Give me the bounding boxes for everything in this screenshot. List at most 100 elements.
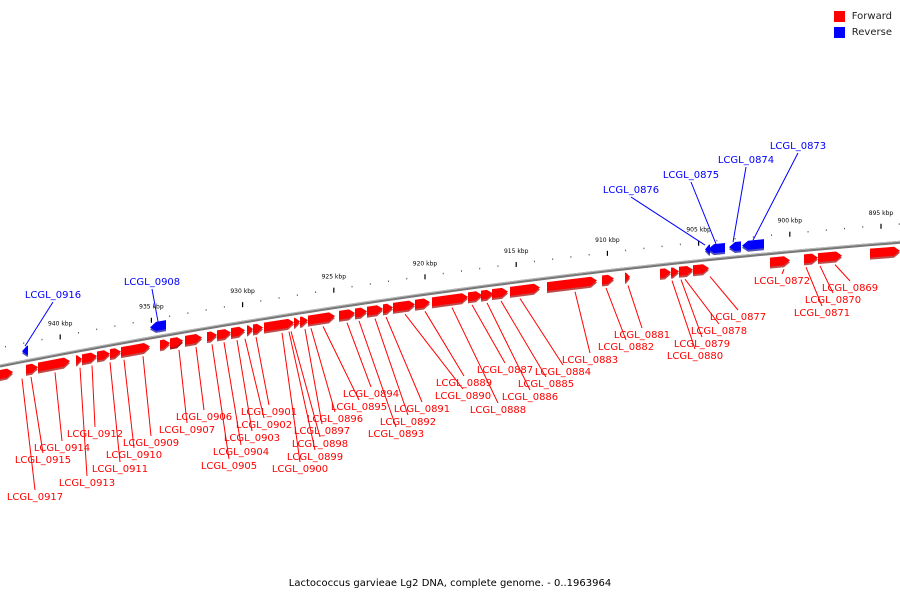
- gene-label-lcgl_0913[interactable]: LCGL_0913: [59, 478, 115, 489]
- gene-label-lcgl_0881[interactable]: LCGL_0881: [614, 330, 670, 341]
- gene-label-lcgl_0901[interactable]: LCGL_0901: [241, 407, 297, 418]
- gene-arrow-lcgl_0878[interactable]: [679, 265, 693, 278]
- gene-label-lcgl_0872[interactable]: LCGL_0872: [754, 276, 810, 287]
- gene-label-lcgl_0907[interactable]: LCGL_0907: [159, 425, 215, 436]
- gene-label-lcgl_0898[interactable]: LCGL_0898: [292, 439, 348, 450]
- gene-arrow-lcgl_0896[interactable]: [300, 316, 308, 328]
- gene-arrow-lcgl_0882[interactable]: [602, 274, 614, 287]
- gene-arrow-lcgl_0885[interactable]: [492, 287, 508, 301]
- gene-arrow-body: [76, 355, 82, 365]
- gene-label-lcgl_0877[interactable]: LCGL_0877: [710, 312, 766, 323]
- gene-label-lcgl_0902[interactable]: LCGL_0902: [236, 420, 292, 431]
- gene-arrow-lcgl_0876[interactable]: [705, 244, 710, 256]
- gene-label-lcgl_0878[interactable]: LCGL_0878: [691, 326, 747, 337]
- gene-arrow-lcgl_0892[interactable]: [367, 305, 383, 318]
- gene-label-lcgl_0904[interactable]: LCGL_0904: [213, 447, 269, 458]
- gene-arrow-lcgl_0914[interactable]: [38, 357, 70, 374]
- gene-arrow-lcgl_0881[interactable]: [625, 272, 630, 284]
- gene-arrow-lcgl_0902[interactable]: [217, 329, 231, 342]
- gene-label-lcgl_0890[interactable]: LCGL_0890: [435, 391, 491, 402]
- gene-label-lcgl_0892[interactable]: LCGL_0892: [380, 417, 436, 428]
- gene-label-lcgl_0903[interactable]: LCGL_0903: [224, 433, 280, 444]
- gene-label-lcgl_0874[interactable]: LCGL_0874: [718, 155, 774, 166]
- gene-arrow-lcgl_0907[interactable]: [160, 339, 170, 352]
- leader-line: [500, 300, 547, 378]
- gene-arrow-lcgl_0903[interactable]: [207, 331, 217, 344]
- gene-arrow-lcgl_0910[interactable]: [110, 348, 121, 361]
- gene-label-lcgl_0893[interactable]: LCGL_0893: [368, 429, 424, 440]
- gene-arrow-lcgl_0899[interactable]: [253, 323, 263, 336]
- gene-label-lcgl_0908[interactable]: LCGL_0908: [124, 277, 180, 288]
- gene-arrow-lcgl_0906[interactable]: [170, 337, 183, 350]
- gene-label-lcgl_0882[interactable]: LCGL_0882: [598, 342, 654, 353]
- gene-label-lcgl_0884[interactable]: LCGL_0884: [535, 367, 591, 378]
- gene-label-lcgl_0895[interactable]: LCGL_0895: [331, 402, 387, 413]
- gene-arrow-lcgl_0915[interactable]: [26, 363, 38, 376]
- gene-arrow-lcgl_0880[interactable]: [660, 268, 671, 280]
- gene-arrow-lcgl_0874[interactable]: [729, 241, 741, 253]
- gene-arrow-lcgl_0884[interactable]: [510, 283, 540, 298]
- gene-label-lcgl_0879[interactable]: LCGL_0879: [674, 339, 730, 350]
- gene-arrow-lcgl_0891[interactable]: [383, 303, 393, 316]
- gene-label-lcgl_0886[interactable]: LCGL_0886: [502, 392, 558, 403]
- gene-arrow-lcgl_0872[interactable]: [770, 256, 790, 269]
- gene-arrow-lcgl_0916[interactable]: [22, 345, 28, 357]
- gene-label-lcgl_0869[interactable]: LCGL_0869: [822, 283, 878, 294]
- gene-arrow-lcgl_0900[interactable]: [247, 325, 253, 337]
- gene-arrow-lcgl_0873[interactable]: [742, 239, 764, 252]
- gene-label-lcgl_0876[interactable]: LCGL_0876: [603, 185, 659, 196]
- gene-label-lcgl_0906[interactable]: LCGL_0906: [176, 412, 232, 423]
- gene-label-lcgl_0915[interactable]: LCGL_0915: [15, 455, 71, 466]
- gene-arrow-lcgl_0887[interactable]: [468, 291, 482, 304]
- gene-label-lcgl_0880[interactable]: LCGL_0880: [667, 351, 723, 362]
- gene-arrow-lcgl_0879[interactable]: [671, 267, 679, 279]
- gene-arrow-lcgl_0886[interactable]: [481, 289, 493, 302]
- gene-label-lcgl_0887[interactable]: LCGL_0887: [477, 365, 533, 376]
- gene-label-lcgl_0905[interactable]: LCGL_0905: [201, 461, 257, 472]
- gene-arrow-lcgl_0908[interactable]: [150, 320, 166, 333]
- gene-arrow-lcgl_0877[interactable]: [693, 264, 709, 277]
- gene-arrow-lcgl_0912[interactable]: [82, 352, 97, 366]
- gene-arrow-lcgl_0875[interactable]: [708, 242, 725, 256]
- gene-label-lcgl_0871[interactable]: LCGL_0871: [794, 308, 850, 319]
- gene-label-lcgl_0912[interactable]: LCGL_0912: [67, 429, 123, 440]
- gene-arrow-lcgl_0894[interactable]: [339, 309, 355, 322]
- gene-label-lcgl_0914[interactable]: LCGL_0914: [34, 443, 90, 454]
- gene-arrow-lcgl_0883[interactable]: [547, 276, 597, 294]
- gene-label-lcgl_0896[interactable]: LCGL_0896: [307, 414, 363, 425]
- gene-arrow-lcgl_0913[interactable]: [76, 355, 82, 367]
- gene-arrow-lcgl_0890[interactable]: [393, 300, 415, 314]
- gene-arrow-lcgl_0888[interactable]: [432, 293, 468, 309]
- gene-label-lcgl_0875[interactable]: LCGL_0875: [663, 170, 719, 181]
- gene-arrow-lcgl_0909[interactable]: [121, 343, 150, 359]
- tick-label: 895 kbp: [869, 210, 894, 217]
- gene-arrow-lcgl_0898[interactable]: [264, 318, 294, 334]
- gene-label-lcgl_0909[interactable]: LCGL_0909: [123, 438, 179, 449]
- gene-label-lcgl_0917[interactable]: LCGL_0917: [7, 492, 63, 503]
- gene-label-lcgl_0916[interactable]: LCGL_0916: [25, 290, 81, 301]
- gene-arrow-lcgl_0895[interactable]: [308, 312, 335, 327]
- gene-arrow-lcgl_0871[interactable]: [804, 253, 818, 266]
- gene-label-lcgl_0870[interactable]: LCGL_0870: [805, 295, 861, 306]
- gene-label-lcgl_0897[interactable]: LCGL_0897: [294, 426, 350, 437]
- gene-arrow-lcgl_0911[interactable]: [97, 350, 110, 363]
- gene-label-lcgl_0889[interactable]: LCGL_0889: [436, 378, 492, 389]
- gene-arrow-lcgl_0897[interactable]: [294, 317, 300, 329]
- gene-label-lcgl_0888[interactable]: LCGL_0888: [470, 405, 526, 416]
- gene-label-lcgl_0894[interactable]: LCGL_0894: [343, 389, 399, 400]
- gene-label-lcgl_0885[interactable]: LCGL_0885: [518, 379, 574, 390]
- gene-arrow-lcgl_0889[interactable]: [415, 298, 430, 311]
- gene-arrow-lcgl_0869[interactable]: [870, 246, 900, 260]
- gene-arrow-lcgl_0893[interactable]: [355, 307, 367, 320]
- gene-label-lcgl_0900[interactable]: LCGL_0900: [272, 464, 328, 475]
- gene-arrow-lcgl_0917[interactable]: [0, 368, 13, 381]
- gene-label-lcgl_0899[interactable]: LCGL_0899: [287, 452, 343, 463]
- gene-arrow-lcgl_0870[interactable]: [818, 251, 842, 265]
- gene-label-lcgl_0883[interactable]: LCGL_0883: [562, 355, 618, 366]
- gene-arrow-lcgl_0904[interactable]: [185, 333, 202, 347]
- gene-label-lcgl_0873[interactable]: LCGL_0873: [770, 141, 826, 152]
- gene-label-lcgl_0910[interactable]: LCGL_0910: [106, 450, 162, 461]
- gene-arrow-lcgl_0901[interactable]: [231, 326, 245, 340]
- gene-label-lcgl_0911[interactable]: LCGL_0911: [92, 464, 148, 475]
- gene-label-lcgl_0891[interactable]: LCGL_0891: [394, 404, 450, 415]
